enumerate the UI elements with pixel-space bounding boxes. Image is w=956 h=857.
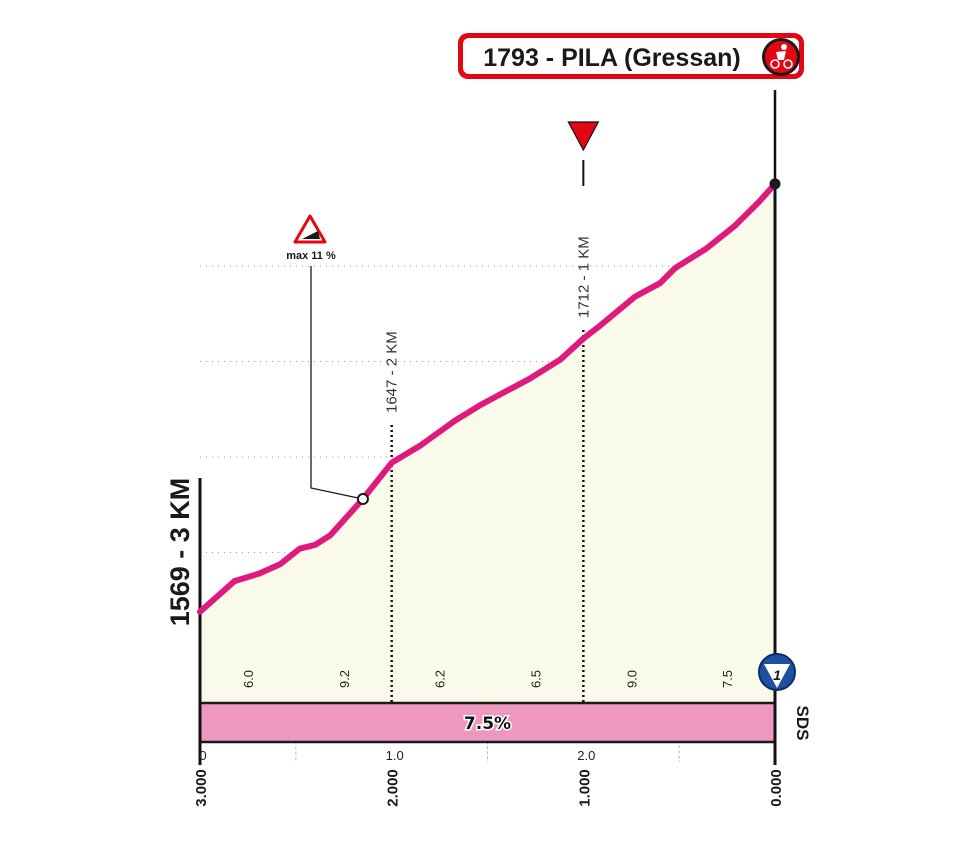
- segment-gradient-label: 6.0: [241, 670, 256, 688]
- profile-line: [197, 180, 778, 615]
- sponsor-badge-number: 1: [773, 667, 781, 683]
- finish-point: [769, 178, 781, 190]
- remaining-distance-label: 2.000: [385, 769, 402, 807]
- x-tick-label: 0: [199, 748, 206, 763]
- finish-title-box: 1793 - PILA (Gressan): [458, 33, 804, 79]
- steep-gradient-warning-icon: [293, 214, 327, 244]
- segment-gradient-label: 9.0: [624, 670, 639, 688]
- km-markers: 1647 - 2 KM 1712 - 1 KM: [384, 236, 592, 703]
- x-tick-label: 1.0: [386, 748, 404, 763]
- x-tick-labels: 0 1.0 2.0 3.000 2.000 1.000 0.000: [193, 748, 785, 807]
- segment-gradient-label: 9.2: [337, 670, 352, 688]
- sponsor-label: SDS: [793, 706, 812, 741]
- km-marker-label: 1712 - 1 KM: [575, 236, 592, 318]
- x-tick-label: 2.0: [577, 748, 595, 763]
- segment-gradient-label: 6.2: [433, 670, 448, 688]
- remaining-distance-label: 1.000: [576, 769, 593, 807]
- flamme-rouge-marker: [567, 121, 600, 186]
- start-label: 1569 - 3 KM: [165, 478, 195, 627]
- red-triangle-icon: [567, 121, 600, 152]
- km-marker-label: 1647 - 2 KM: [384, 331, 401, 413]
- segment-gradient-label: 6.5: [528, 670, 543, 688]
- remaining-distance-label: 0.000: [768, 769, 785, 807]
- segment-gradient-labels: 6.0 9.2 6.2 6.5 9.0 7.5: [241, 670, 735, 688]
- average-gradient-label: 7.5%: [464, 714, 511, 734]
- max-gradient-annotation: max 11 %: [286, 214, 369, 506]
- remaining-distance-label: 3.000: [193, 769, 210, 807]
- profile-area: [200, 183, 776, 703]
- mountain-bike-finish-icon: [762, 38, 800, 76]
- segment-gradient-label: 7.5: [720, 670, 735, 688]
- max-gradient-label: max 11 %: [286, 250, 336, 262]
- sds-sponsor-badge: 1 SDS: [758, 653, 812, 741]
- finish-title: 1793 - PILA (Gressan): [483, 44, 741, 72]
